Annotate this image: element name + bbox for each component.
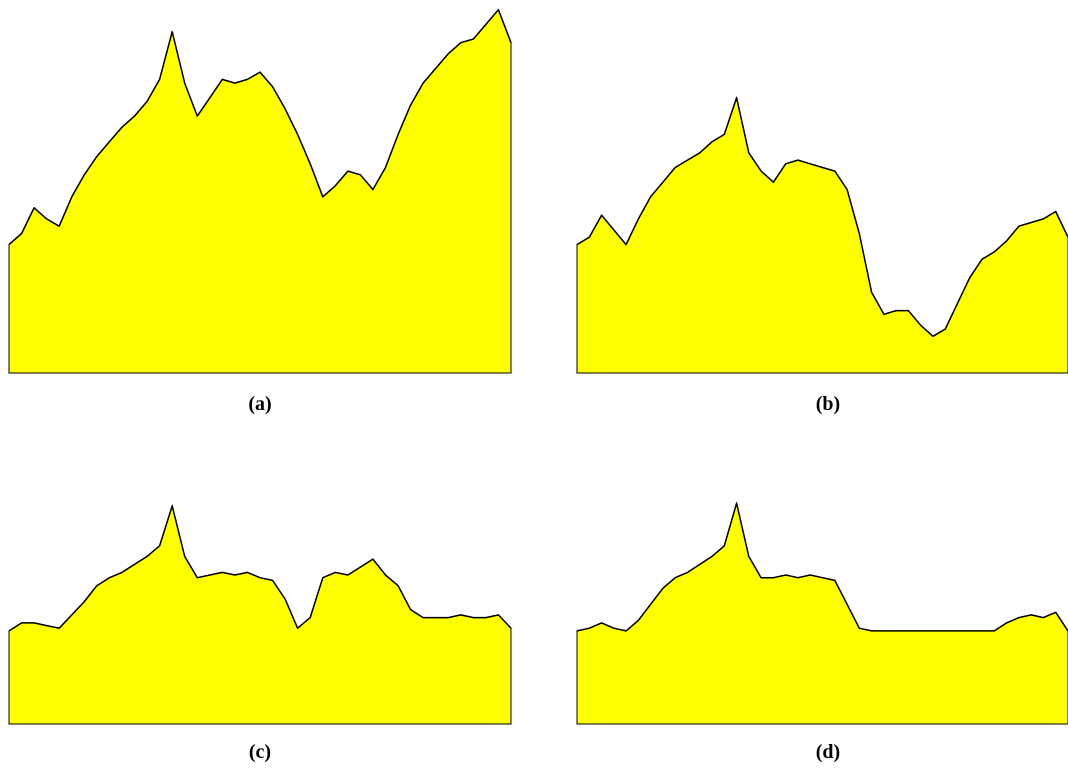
chart-d-line [576, 502, 1068, 632]
panel-a [8, 6, 512, 374]
chart-a-area [8, 8, 512, 374]
chart-c-line [8, 505, 512, 632]
caption-d: (d) [815, 741, 841, 763]
chart-a [8, 8, 512, 374]
chart-c [8, 504, 512, 725]
chart-b [576, 95, 1068, 374]
chart-d-area [576, 501, 1068, 725]
chart-b-area [576, 95, 1068, 374]
chart-c-area [8, 504, 512, 725]
caption-c: (c) [248, 741, 272, 763]
chart-d [576, 501, 1068, 725]
panel-c [8, 458, 512, 725]
chart-b-line [576, 97, 1068, 338]
chart-a-line [8, 8, 512, 246]
caption-b: (b) [815, 393, 841, 415]
panel-b [576, 6, 1068, 374]
caption-a: (a) [248, 393, 272, 415]
panel-d [576, 458, 1068, 725]
